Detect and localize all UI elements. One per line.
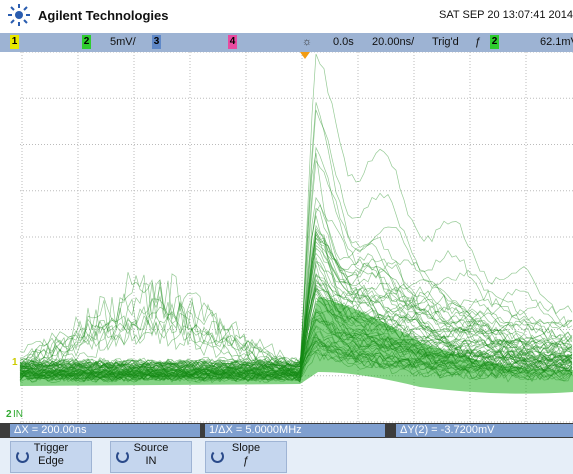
trigger-level: 62.1mV bbox=[540, 36, 573, 48]
delta-x: ΔX = 200.00ns bbox=[10, 424, 200, 437]
scope-screen: Agilent Technologies SAT SEP 20 13:07:41… bbox=[0, 0, 573, 474]
ch4-badge[interactable]: 4 bbox=[228, 35, 237, 49]
input-marker: IN bbox=[13, 409, 23, 420]
delay-icon: ☼ bbox=[302, 36, 312, 48]
trigger-slope: ƒ bbox=[475, 36, 481, 48]
inverse-delta-x: 1/ΔX = 5.0000MHz bbox=[205, 424, 385, 437]
ch1-badge[interactable]: 1 bbox=[10, 35, 19, 49]
delay: 0.0s bbox=[333, 36, 354, 48]
measurement-bar: ΔX = 200.00ns 1/ΔX = 5.0000MHz ΔY(2) = -… bbox=[0, 423, 573, 438]
ch1-marker: 1 bbox=[12, 357, 18, 368]
ch2-marker: 2 bbox=[6, 409, 12, 420]
trigger-status: Trig'd bbox=[432, 36, 459, 48]
datetime: SAT SEP 20 13:07:41 2014 bbox=[439, 9, 573, 21]
ch3-badge[interactable]: 3 bbox=[152, 35, 161, 49]
brand: Agilent Technologies bbox=[38, 8, 169, 23]
trigger-source: 2 bbox=[490, 35, 499, 49]
logo bbox=[6, 2, 32, 28]
channel-bar: 1 2 5mV/ 3 4 ☼ 0.0s 20.00ns/ Trig'd ƒ 2 … bbox=[0, 33, 573, 52]
timebase: 20.00ns/ bbox=[372, 36, 414, 48]
ch2-badge[interactable]: 2 bbox=[82, 35, 91, 49]
ch2-scale: 5mV/ bbox=[110, 36, 136, 48]
delta-y: ΔY(2) = -3.7200mV bbox=[396, 424, 573, 437]
waveform-display bbox=[0, 52, 573, 423]
